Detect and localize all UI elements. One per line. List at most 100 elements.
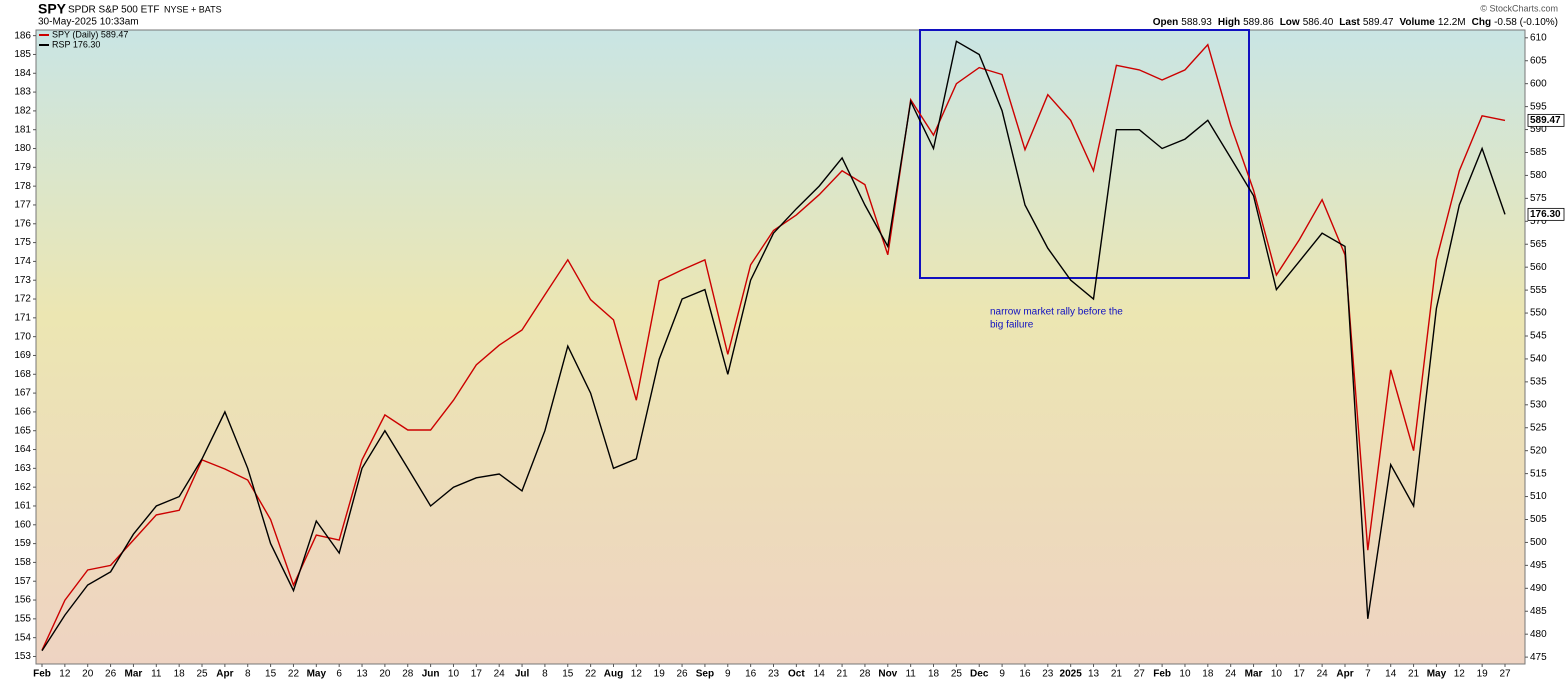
stat-label: Open xyxy=(1153,17,1179,28)
x-tick-label: Jul xyxy=(515,669,530,680)
y-tick-label: 157 xyxy=(14,576,31,587)
x-tick-label: 12 xyxy=(1454,669,1466,680)
x-tick-label: Apr xyxy=(216,669,233,680)
y-tick-label: 169 xyxy=(14,350,31,361)
x-tick-label: 24 xyxy=(1225,669,1237,680)
x-tick-label: Apr xyxy=(1336,669,1353,680)
x-tick-label: 10 xyxy=(448,669,460,680)
legend-label: RSP 176.30 xyxy=(52,39,100,49)
y-tick-label: 164 xyxy=(14,444,31,455)
date: 30-May-2025 10:33am xyxy=(38,17,139,28)
y2-tick-label: 495 xyxy=(1530,560,1547,571)
y-tick-label: 181 xyxy=(14,124,31,135)
x-tick-label: 28 xyxy=(859,669,871,680)
y2-tick-label: 510 xyxy=(1530,491,1547,502)
y-tick-label: 179 xyxy=(14,162,31,173)
y-tick-label: 160 xyxy=(14,519,31,530)
y2-tick-label: 605 xyxy=(1530,55,1547,66)
annotation: narrow market rally before the xyxy=(990,307,1123,318)
x-tick-label: Oct xyxy=(788,669,805,680)
x-tick-label: Mar xyxy=(1245,669,1263,680)
x-tick-label: Dec xyxy=(970,669,989,680)
stat-value: -0.58 (-0.10%) xyxy=(1494,17,1558,28)
x-tick-label: 24 xyxy=(494,669,506,680)
x-tick-label: 27 xyxy=(1499,669,1511,680)
x-tick-label: 21 xyxy=(1408,669,1420,680)
y2-tick-label: 515 xyxy=(1530,468,1547,479)
x-tick-label: 23 xyxy=(768,669,780,680)
legend-label: SPY (Daily) 589.47 xyxy=(52,29,128,39)
x-tick-label: 17 xyxy=(471,669,483,680)
y-tick-label: 178 xyxy=(14,181,31,192)
x-tick-label: 15 xyxy=(265,669,277,680)
y2-tick-label: 565 xyxy=(1530,239,1547,250)
x-tick-label: 12 xyxy=(631,669,643,680)
y2-tick-label: 595 xyxy=(1530,101,1547,112)
y2-tick-label: 485 xyxy=(1530,606,1547,617)
y-tick-label: 162 xyxy=(14,482,31,493)
x-tick-label: 26 xyxy=(105,669,117,680)
y2-tick-label: 500 xyxy=(1530,537,1547,548)
x-tick-label: Sep xyxy=(696,669,714,680)
y-tick-label: 183 xyxy=(14,87,31,98)
x-tick-label: 26 xyxy=(677,669,689,680)
y-tick-label: 171 xyxy=(14,312,31,323)
x-tick-label: Feb xyxy=(1153,669,1171,680)
x-tick-label: 18 xyxy=(928,669,940,680)
series-line xyxy=(41,43,1506,651)
stat-value: 589.86 xyxy=(1243,17,1274,28)
y2-tick-label: 560 xyxy=(1530,262,1547,273)
y2-tick-label: 585 xyxy=(1530,147,1547,158)
x-tick-label: 14 xyxy=(1385,669,1397,680)
stat-label: Volume xyxy=(1399,17,1435,28)
y-tick-label: 172 xyxy=(14,294,31,305)
price-label-box xyxy=(1527,207,1565,221)
x-tick-label: 15 xyxy=(562,669,574,680)
stat-value: 12.2M xyxy=(1438,17,1466,28)
x-tick-label: 20 xyxy=(379,669,391,680)
x-tick-label: 25 xyxy=(196,669,208,680)
x-tick-label: 22 xyxy=(585,669,597,680)
y-tick-label: 186 xyxy=(14,30,31,41)
x-tick-label: 11 xyxy=(151,669,162,680)
y2-tick-label: 520 xyxy=(1530,445,1547,456)
y-tick-label: 173 xyxy=(14,275,31,286)
x-tick-label: 13 xyxy=(1088,669,1100,680)
y2-tick-label: 575 xyxy=(1530,193,1547,204)
x-tick-label: 28 xyxy=(402,669,414,680)
x-tick-label: 10 xyxy=(1271,669,1283,680)
x-tick-label: 8 xyxy=(245,669,251,680)
x-tick-label: 18 xyxy=(1202,669,1214,680)
x-tick-label: 11 xyxy=(905,669,916,680)
stat-value: 588.93 xyxy=(1181,17,1212,28)
series-line xyxy=(41,40,1506,652)
price-label: 589.47 xyxy=(1530,115,1561,126)
x-tick-label: 24 xyxy=(1317,669,1329,680)
stat-label: Low xyxy=(1280,17,1300,28)
y-tick-label: 153 xyxy=(14,651,31,662)
plot-area xyxy=(35,29,1526,665)
stats: Open 588.93 High 589.86 Low 586.40 Last 589.47 V… xyxy=(1153,17,1558,28)
x-tick-label: 22 xyxy=(288,669,300,680)
y-tick-label: 182 xyxy=(14,106,31,117)
x-tick-label: 2025 xyxy=(1060,669,1083,680)
y2-tick-label: 600 xyxy=(1530,78,1547,89)
x-tick-label: 8 xyxy=(542,669,548,680)
y2-tick-label: 540 xyxy=(1530,354,1547,365)
y-tick-label: 177 xyxy=(14,200,31,211)
stat-value: 586.40 xyxy=(1303,17,1334,28)
y2-tick-label: 535 xyxy=(1530,377,1547,388)
price-label: 176.30 xyxy=(1530,209,1561,220)
x-tick-label: 21 xyxy=(1111,669,1123,680)
y2-tick-label: 530 xyxy=(1530,399,1547,410)
y2-tick-label: 580 xyxy=(1530,170,1547,181)
x-tick-label: 19 xyxy=(654,669,666,680)
x-tick-label: 19 xyxy=(1477,669,1489,680)
annotation: big failure xyxy=(990,320,1034,331)
stat-label: High xyxy=(1218,17,1240,28)
y-tick-label: 165 xyxy=(14,425,31,436)
y-tick-label: 159 xyxy=(14,538,31,549)
y2-tick-label: 550 xyxy=(1530,308,1547,319)
y-tick-label: 170 xyxy=(14,331,31,342)
x-tick-label: 25 xyxy=(951,669,963,680)
